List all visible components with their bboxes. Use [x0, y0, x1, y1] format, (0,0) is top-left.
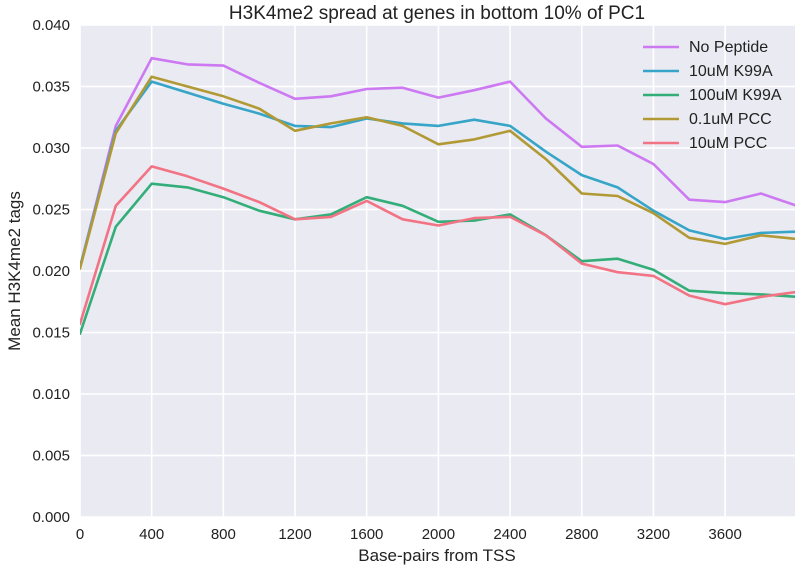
legend[interactable]: No Peptide 10uM K99A 100uM K99A 0.1uM PCC 10…: [643, 39, 782, 152]
y-axis-label: Mean H3K4me2 tags: [5, 191, 24, 351]
series-line-10um-pcc: [80, 165, 795, 326]
x-tick-label: 400: [139, 526, 164, 543]
y-tick-label: 0.030: [32, 140, 70, 157]
series-lines: [80, 56, 795, 336]
x-axis-ticks: 0 400 800 1200 1600 2000 2400 2800 3200 3600: [76, 526, 742, 543]
x-axis-label: Base-pairs from TSS: [358, 546, 515, 565]
y-tick-label: 0.035: [32, 79, 70, 96]
series-line-0-1um-pcc: [80, 75, 795, 270]
y-tick-label: 0.005: [32, 448, 70, 465]
y-tick-label: 0.020: [32, 263, 70, 280]
legend-label-10um-k99a: 10uM K99A: [689, 63, 773, 80]
x-tick-label: 3200: [637, 526, 670, 543]
legend-label-100um-k99a: 100uM K99A: [689, 87, 782, 104]
x-tick-label: 2800: [565, 526, 598, 543]
y-tick-label: 0.010: [32, 386, 70, 403]
y-tick-label: 0.040: [32, 17, 70, 34]
y-tick-label: 0.025: [32, 202, 70, 219]
legend-label-10um-pcc: 10uM PCC: [689, 135, 767, 152]
y-tick-label: 0.015: [32, 325, 70, 342]
legend-label-0-1um-pcc: 0.1uM PCC: [689, 111, 772, 128]
x-tick-label: 1600: [350, 526, 383, 543]
y-tick-label: 0.000: [32, 509, 70, 526]
x-tick-label: 800: [211, 526, 236, 543]
x-tick-label: 2000: [422, 526, 455, 543]
x-tick-label: 3600: [708, 526, 741, 543]
x-tick-label: 2400: [493, 526, 526, 543]
grid-lines: [79, 24, 795, 518]
x-tick-label: 0: [76, 526, 84, 543]
series-line-no-peptide: [80, 56, 795, 269]
x-tick-label: 1200: [278, 526, 311, 543]
legend-label-no-peptide: No Peptide: [689, 39, 768, 56]
y-axis-ticks: 0.000 0.005 0.010 0.015 0.020 0.025 0.030 0.035…: [32, 17, 70, 526]
chart-title: H3K4me2 spread at genes in bottom 10% of…: [229, 3, 645, 24]
series-line-100um-k99a: [80, 182, 795, 336]
series-line-10um-k99a: [80, 80, 795, 269]
